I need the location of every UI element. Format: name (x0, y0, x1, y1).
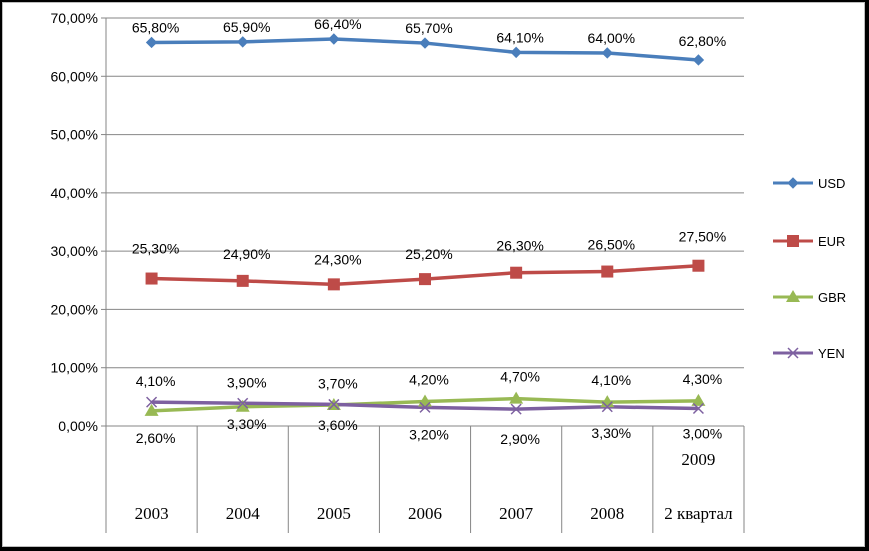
legend-label-usd: USD (818, 176, 845, 191)
point-yen (419, 401, 431, 413)
point-eur (601, 265, 614, 278)
data-label-yen: 3,20% (409, 426, 449, 442)
y-tick-label: 0,00% (58, 418, 98, 434)
data-label-yen: 2,90% (500, 431, 540, 447)
data-label-gbr: 4,10% (591, 372, 631, 388)
data-label-yen: 3,90% (227, 374, 267, 390)
point-usd (419, 37, 431, 49)
data-label-eur: 27,50% (679, 229, 726, 245)
x-tick-label: 2008 (590, 504, 624, 523)
data-label-gbr: 4,30% (683, 371, 723, 387)
x-tick-label: 2007 (499, 504, 534, 523)
y-tick-label: 10,00% (51, 360, 98, 376)
point-usd (510, 46, 522, 59)
x-tick-label: 2006 (408, 504, 442, 523)
data-label-usd: 66,40% (314, 16, 361, 32)
point-usd (601, 47, 613, 59)
point-eur (327, 278, 340, 291)
data-label-usd: 65,80% (132, 19, 179, 35)
point-yen (237, 397, 249, 409)
data-label-eur: 24,30% (314, 251, 361, 267)
x-tick-label-extra: 2009 (681, 450, 715, 469)
data-label-gbr: 3,30% (227, 416, 267, 432)
legend-label-eur: EUR (818, 234, 845, 249)
point-eur (510, 266, 523, 279)
point-eur (145, 272, 158, 285)
point-yen (692, 402, 704, 415)
point-eur (692, 259, 705, 272)
data-label-gbr: 4,70% (500, 369, 540, 385)
point-eur (236, 274, 249, 287)
point-gbr (144, 403, 159, 416)
x-tick-label: 2005 (317, 504, 351, 523)
legend-marker-eur (787, 235, 799, 247)
data-label-usd: 65,70% (405, 20, 452, 36)
point-yen (601, 401, 613, 413)
point-yen (510, 403, 522, 415)
point-yen (328, 398, 340, 410)
data-label-eur: 26,50% (588, 237, 635, 253)
x-tick-label: 2 квартал (664, 504, 733, 523)
data-label-eur: 25,20% (405, 246, 452, 262)
data-label-yen: 3,70% (318, 375, 358, 391)
data-label-eur: 24,90% (223, 246, 270, 262)
point-yen (146, 396, 158, 408)
legend-marker-usd (787, 177, 799, 189)
y-tick-label: 20,00% (51, 301, 98, 317)
y-tick-label: 40,00% (51, 185, 98, 201)
y-tick-label: 60,00% (51, 68, 98, 84)
point-usd (237, 36, 249, 48)
data-label-yen: 3,00% (683, 426, 723, 442)
data-label-yen: 4,10% (136, 373, 176, 389)
x-tick-label: 2004 (226, 504, 261, 523)
y-tick-label: 50,00% (51, 127, 98, 143)
point-usd (328, 33, 340, 45)
data-label-eur: 26,30% (496, 238, 543, 254)
legend-label-gbr: GBR (818, 290, 846, 305)
point-gbr (691, 393, 706, 406)
x-tick-label: 2003 (135, 504, 169, 523)
y-tick-label: 30,00% (51, 243, 98, 259)
legend-marker-gbr (786, 290, 800, 302)
data-label-gbr: 4,20% (409, 372, 449, 388)
data-label-eur: 25,30% (132, 241, 179, 257)
data-label-usd: 65,90% (223, 19, 270, 35)
data-label-yen: 3,30% (591, 425, 631, 441)
data-label-usd: 64,00% (588, 30, 635, 46)
data-label-usd: 62,80% (679, 33, 726, 49)
point-gbr (235, 399, 250, 412)
y-tick-label: 70,00% (51, 10, 98, 26)
legend-marker-yen (787, 347, 799, 359)
data-label-gbr: 2,60% (136, 430, 176, 446)
line-chart: 0,00% 10,00% 20,00% 30,00% 40,00% 50,00% 60,00… (51, 10, 846, 533)
point-usd (145, 36, 158, 49)
legend-label-yen: YEN (818, 346, 845, 361)
data-label-gbr: 3,60% (318, 417, 358, 433)
point-usd (692, 54, 705, 66)
point-eur (419, 273, 431, 286)
point-gbr (509, 391, 524, 404)
data-label-usd: 64,10% (496, 29, 543, 45)
